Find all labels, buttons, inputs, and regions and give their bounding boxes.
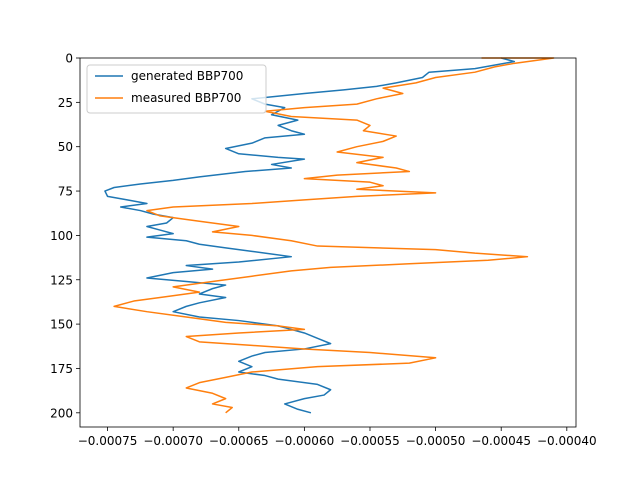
x-tick-label: −0.00070 (143, 434, 203, 448)
x-tick-label: −0.00050 (406, 434, 466, 448)
series-layer (104, 57, 555, 414)
x-tick-label: −0.00045 (471, 434, 531, 448)
x-tick-label: −0.00055 (340, 434, 400, 448)
y-tick-label: 0 (65, 52, 73, 66)
legend-label-measured: measured BBP700 (131, 91, 241, 105)
y-tick-label: 100 (50, 229, 73, 243)
plot-area (80, 58, 576, 427)
series-line-0 (104, 57, 516, 414)
legend-label-generated: generated BBP700 (131, 69, 243, 83)
y-tick-label: 175 (50, 362, 73, 376)
x-tick-label: −0.00075 (78, 434, 138, 448)
y-tick-label: 75 (58, 185, 73, 199)
y-tick-label: 150 (50, 318, 73, 332)
legend-box (86, 64, 267, 114)
y-tick-label: 125 (50, 273, 73, 287)
plot-frame (79, 57, 577, 428)
x-tick-label: −0.00065 (209, 434, 269, 448)
legend: generated BBP700 measured BBP700 (86, 64, 267, 114)
y-tick-label: 50 (58, 140, 73, 154)
y-tick-label: 200 (50, 406, 73, 420)
y-axis: 0 25 50 75 100 125 150 175 200 (50, 52, 80, 420)
x-tick-label: −0.00060 (275, 434, 335, 448)
y-tick-label: 25 (58, 96, 73, 110)
x-axis: −0.00075 −0.00070 −0.00065 −0.00060 −0.00055… (78, 427, 597, 448)
x-tick-label: −0.00040 (537, 434, 597, 448)
series-line-1 (113, 57, 555, 414)
